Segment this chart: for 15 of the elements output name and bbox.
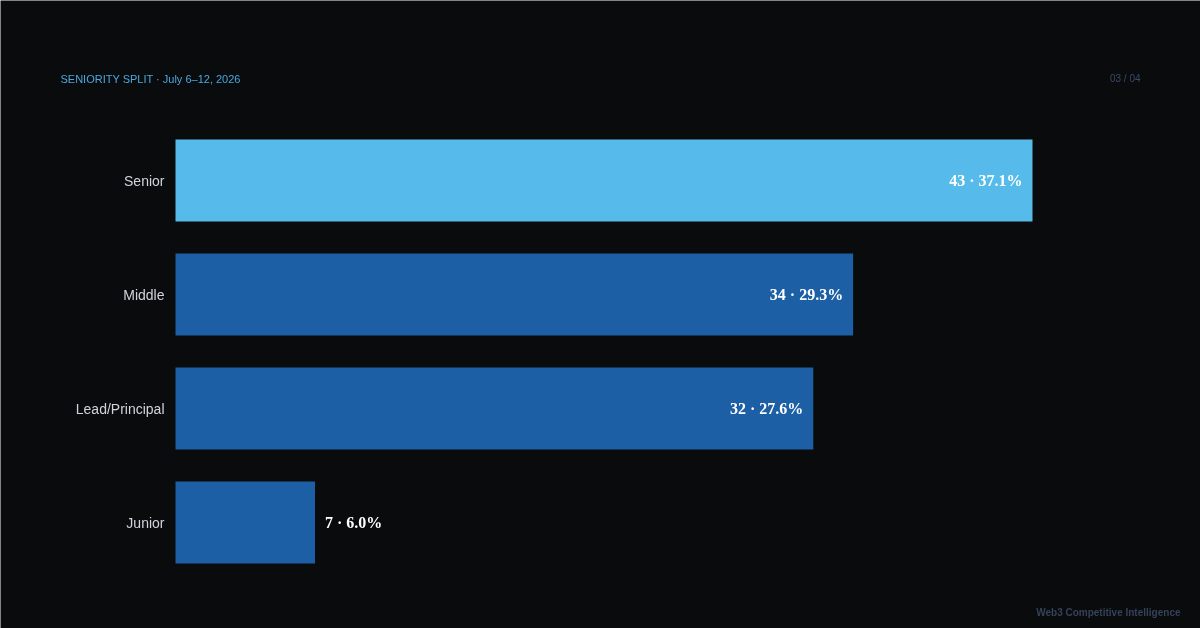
text: Web3 Competitive Intelligence xyxy=(1036,607,1181,618)
bar xyxy=(175,253,854,336)
y-tick-label: Middle xyxy=(123,286,165,303)
bar xyxy=(175,367,814,450)
y-tick-label: Senior xyxy=(124,172,165,189)
bar xyxy=(175,139,1033,222)
data-label: 43 · 37.1% xyxy=(949,172,1023,189)
chart-title: SENIORITY SPLIT · July 6–12, 2026 xyxy=(60,72,241,85)
data-label: 34 · 29.3% xyxy=(769,286,844,303)
y-tick-label: Junior xyxy=(126,514,165,531)
text: 03 / 04 xyxy=(1109,73,1141,84)
data-label: 7 · 6.0% xyxy=(325,514,383,531)
y-tick-label: Lead/Principal xyxy=(75,400,165,417)
data-label: 32 · 27.6% xyxy=(729,400,804,417)
bar xyxy=(175,481,316,564)
